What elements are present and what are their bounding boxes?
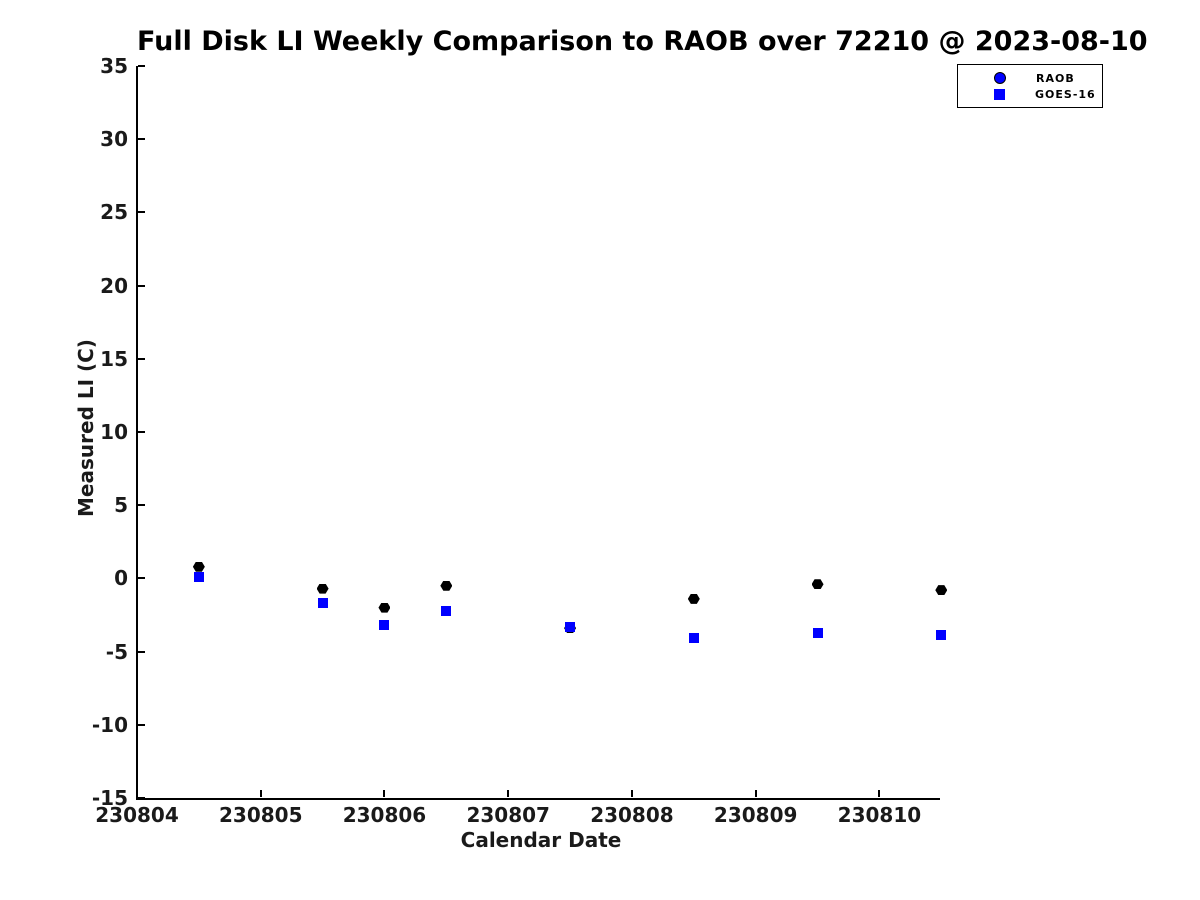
- legend-label-goes16: GOES-16: [1035, 87, 1096, 101]
- legend-entry-raob: RAOB: [958, 72, 1102, 85]
- x-tick-mark: [630, 790, 633, 797]
- y-tick-mark: [138, 211, 145, 214]
- x-tick-mark: [136, 790, 138, 797]
- data-point-raob: [811, 579, 824, 590]
- x-axis-label: Calendar Date: [460, 828, 622, 852]
- raob-circle-marker-icon: [994, 72, 1006, 84]
- x-axis-spine: [136, 798, 940, 800]
- y-tick-label: 10: [100, 420, 128, 444]
- data-point-goes16: [936, 630, 947, 641]
- plot-area: [136, 65, 948, 799]
- y-tick-label: 20: [100, 273, 128, 298]
- y-tick-mark: [138, 723, 145, 726]
- data-point-goes16: [565, 621, 576, 632]
- legend-entry-goes16: GOES-16: [958, 88, 1102, 101]
- x-tick-mark: [507, 790, 510, 797]
- y-tick-label: 30: [100, 127, 128, 152]
- data-point-goes16: [379, 620, 390, 631]
- y-tick-label: -10: [91, 712, 128, 737]
- y-axis-spine: [136, 66, 138, 800]
- y-tick-label: 15: [100, 346, 128, 371]
- x-tick-label: 230806: [342, 803, 427, 827]
- y-tick-mark: [138, 797, 145, 799]
- x-tick-mark: [259, 790, 262, 797]
- y-tick-mark: [138, 431, 145, 433]
- x-tick-mark: [754, 790, 757, 797]
- y-tick-mark: [138, 138, 145, 141]
- y-tick-label: 5: [114, 493, 128, 518]
- y-tick-label: -5: [105, 639, 128, 664]
- x-tick-label: 230809: [713, 803, 798, 827]
- y-tick-mark: [138, 357, 145, 360]
- y-tick-mark: [138, 284, 145, 287]
- y-tick-label: 0: [114, 566, 128, 591]
- legend: RAOB GOES-16: [957, 64, 1103, 108]
- data-point-goes16: [441, 605, 452, 616]
- x-tick-label: 230807: [466, 803, 550, 827]
- data-point-raob: [192, 561, 205, 572]
- x-tick-label: 230805: [218, 803, 303, 827]
- data-point-raob: [440, 580, 453, 591]
- goes16-square-marker-icon: [994, 88, 1005, 100]
- data-point-raob: [316, 583, 329, 594]
- y-tick-label: 35: [100, 54, 128, 78]
- x-tick-mark: [383, 790, 386, 797]
- data-point-goes16: [812, 627, 823, 638]
- y-tick-mark: [138, 650, 145, 653]
- data-point-goes16: [193, 571, 204, 582]
- chart-title: Full Disk LI Weekly Comparison to RAOB o…: [137, 26, 1148, 57]
- data-point-raob: [687, 593, 700, 604]
- x-tick-label: 230810: [837, 803, 922, 827]
- y-tick-mark: [138, 577, 145, 580]
- x-tick-label: 230804: [95, 803, 179, 827]
- x-tick-label: 230808: [590, 803, 674, 827]
- data-point-goes16: [317, 598, 328, 609]
- y-tick-mark: [138, 504, 145, 507]
- data-point-goes16: [688, 633, 699, 644]
- data-point-raob: [935, 585, 948, 596]
- y-tick-label: -15: [91, 786, 128, 810]
- y-tick-mark: [138, 65, 145, 67]
- x-tick-mark: [878, 790, 881, 797]
- y-tick-label: 25: [100, 200, 128, 225]
- data-point-raob: [378, 602, 391, 613]
- legend-label-raob: RAOB: [1036, 71, 1075, 85]
- y-axis-label: Measured LI (C): [74, 339, 98, 517]
